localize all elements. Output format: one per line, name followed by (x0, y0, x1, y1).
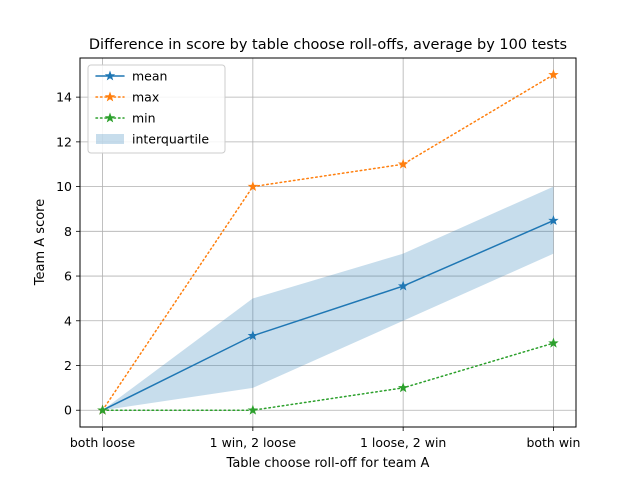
data-point (247, 330, 259, 341)
x-tick-label: both loose (70, 435, 136, 450)
legend-label: interquartile (132, 132, 209, 147)
legend-label: mean (132, 69, 167, 84)
x-axis-label: Table choose roll-off for team A (226, 456, 430, 471)
axis-ticks: both loose 1 win, 2 loose 1 loose, 2 win bo… (56, 90, 580, 450)
legend-marker (104, 112, 116, 123)
legend-entry-mean: mean (95, 69, 167, 84)
chart-title: Difference in score by table choose roll… (89, 37, 567, 53)
series-layer (97, 69, 559, 415)
legend-entry-min: min (95, 111, 156, 126)
y-tick-label: 2 (64, 358, 72, 373)
data-point (247, 404, 259, 415)
data-point (97, 404, 108, 415)
legend-marker (104, 70, 116, 81)
y-tick-label: 6 (64, 269, 72, 284)
series-line (101, 74, 555, 411)
y-tick-label: 4 (64, 313, 72, 328)
y-tick-label: 14 (56, 90, 72, 105)
legend-entry-max: max (95, 90, 159, 105)
x-tick-label: 1 loose, 2 win (360, 435, 446, 450)
legend-entry-interquartile: interquartile (96, 132, 209, 147)
plot-area-frame (79, 57, 577, 428)
legend-label: max (132, 90, 159, 105)
series-line (101, 219, 555, 411)
data-point (397, 280, 409, 291)
legend-box (87, 64, 226, 154)
legend-marker (104, 91, 116, 102)
legend-swatch (96, 134, 124, 144)
y-tick-label: 10 (56, 179, 72, 194)
y-tick-label: 12 (56, 134, 72, 149)
legend-label: min (132, 111, 156, 126)
data-point (548, 69, 559, 80)
x-tick-label: both win (526, 435, 580, 450)
legend: mean max min interquartile (87, 64, 226, 154)
x-tick-label: 1 win, 2 loose (210, 435, 297, 450)
y-axis-label: Team A score (33, 199, 48, 286)
y-tick-label: 0 (64, 403, 72, 418)
data-point (247, 181, 259, 192)
y-tick-label: 8 (64, 224, 72, 239)
data-point (397, 382, 409, 393)
grid-lines (80, 58, 576, 427)
data-point (397, 158, 409, 169)
data-point (548, 215, 559, 226)
series-line (101, 342, 555, 411)
series-min (97, 337, 559, 415)
data-point (548, 337, 559, 348)
